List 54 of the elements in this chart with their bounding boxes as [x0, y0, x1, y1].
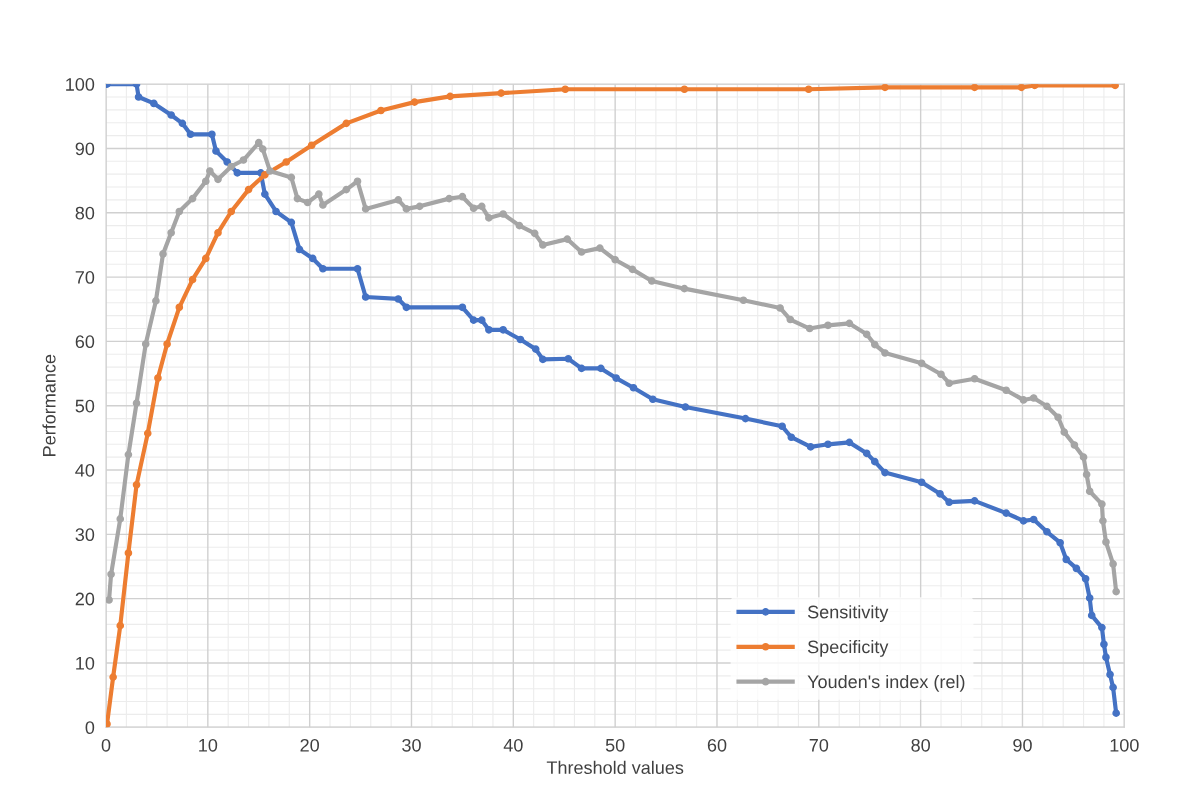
point — [446, 92, 455, 101]
point — [227, 207, 236, 216]
point — [163, 340, 171, 348]
x-tick-label: 80 — [911, 738, 930, 752]
y-tick-label: 90 — [75, 142, 95, 156]
point — [307, 141, 316, 150]
point — [143, 429, 152, 438]
y-tick-label: 0 — [85, 721, 95, 735]
point — [881, 84, 889, 92]
point — [175, 303, 184, 312]
x-tick-label: 10 — [199, 738, 218, 752]
point — [201, 254, 210, 263]
point — [188, 275, 197, 284]
x-tick-label: 40 — [503, 738, 523, 752]
point — [109, 673, 117, 681]
point — [970, 84, 979, 92]
x-tick-label: 90 — [1013, 738, 1032, 752]
point — [244, 185, 253, 194]
x-axis-title: Threshold values — [546, 760, 684, 775]
point — [1017, 84, 1026, 92]
point — [342, 119, 351, 128]
y-tick-label: 100 — [66, 78, 95, 91]
y-tick-label: 20 — [75, 592, 95, 606]
point — [561, 85, 570, 94]
point — [124, 549, 133, 557]
x-tick-label: 70 — [809, 738, 829, 752]
x-tick-label: 20 — [300, 738, 319, 752]
point — [116, 621, 125, 630]
point — [261, 171, 269, 179]
x-tick-label: 60 — [707, 738, 727, 752]
y-tick-label: 70 — [75, 271, 95, 284]
point — [497, 89, 505, 97]
y-tick-label: 40 — [75, 463, 95, 477]
point — [132, 481, 141, 489]
x-tick-label: 50 — [605, 738, 625, 752]
legend-label: Specificity — [807, 640, 889, 657]
y-axis-title: Performance — [42, 354, 56, 456]
y-tick-label: 60 — [75, 335, 95, 349]
legend-label: Sensitivity — [807, 605, 889, 622]
point — [377, 106, 385, 115]
x-tick-label: 30 — [402, 738, 421, 752]
y-tick-label: 30 — [75, 528, 95, 542]
point — [214, 228, 222, 237]
point — [282, 158, 291, 166]
legend-label: Youden's index (rel) — [807, 674, 965, 692]
y-tick-label: 80 — [75, 206, 95, 220]
x-tick-label: 100 — [1110, 738, 1139, 752]
point — [154, 374, 162, 382]
y-tick-label: 10 — [76, 656, 95, 670]
point — [804, 85, 813, 94]
y-tick-label: 50 — [75, 399, 95, 413]
point — [680, 85, 689, 94]
point — [410, 98, 419, 106]
x-tick-label: 0 — [101, 738, 111, 752]
